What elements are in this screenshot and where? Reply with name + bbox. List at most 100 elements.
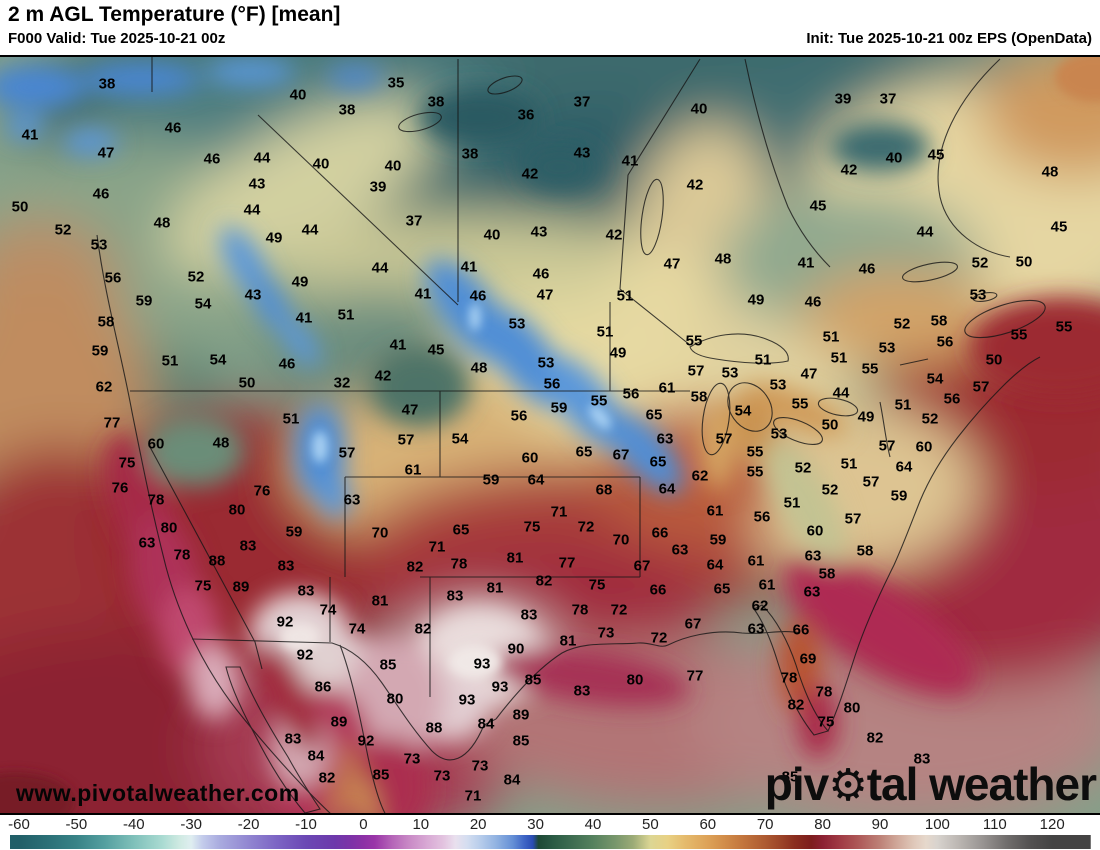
temp-label: 47 <box>663 255 681 273</box>
temp-label: 92 <box>296 646 314 664</box>
temp-label: 50 <box>985 351 1003 369</box>
temp-label: 77 <box>558 554 576 572</box>
temp-label: 76 <box>253 482 271 500</box>
temp-label: 64 <box>527 471 545 489</box>
temp-label: 64 <box>658 480 676 498</box>
temp-label: 83 <box>284 730 302 748</box>
temp-label: 59 <box>285 523 303 541</box>
temp-label: 80 <box>160 519 178 537</box>
temp-label: 57 <box>862 473 880 491</box>
temp-label: 53 <box>721 364 739 382</box>
temp-label: 65 <box>452 521 470 539</box>
temp-label: 53 <box>508 315 526 333</box>
temp-label: 74 <box>319 601 337 619</box>
temp-label: 78 <box>571 601 589 619</box>
temp-label: 83 <box>239 537 257 555</box>
temp-label: 92 <box>357 732 375 750</box>
temp-label: 55 <box>861 360 879 378</box>
temp-label: 50 <box>238 374 256 392</box>
temp-label: 82 <box>866 729 884 747</box>
temp-label: 61 <box>747 552 765 570</box>
temp-label: 89 <box>330 713 348 731</box>
colorbar-tick: 60 <box>699 816 717 833</box>
colorbar-tick: 40 <box>584 816 602 833</box>
temp-label: 93 <box>491 678 509 696</box>
temp-label: 55 <box>590 392 608 410</box>
temp-label: 43 <box>244 286 262 304</box>
temp-label: 53 <box>969 286 987 304</box>
temp-label: 93 <box>458 691 476 709</box>
temp-label: 45 <box>427 341 445 359</box>
temp-label: 52 <box>187 268 205 286</box>
temp-label: 42 <box>840 161 858 179</box>
temp-label: 41 <box>460 258 478 276</box>
temp-label: 39 <box>369 178 387 196</box>
temp-label: 73 <box>433 767 451 785</box>
temp-label: 57 <box>715 430 733 448</box>
temp-label: 82 <box>787 696 805 714</box>
temp-label: 45 <box>927 146 945 164</box>
temp-label: 56 <box>943 390 961 408</box>
colorbar-tick: -40 <box>122 816 145 833</box>
temp-label: 56 <box>753 508 771 526</box>
colorbar-tick: 90 <box>871 816 889 833</box>
border-lines <box>96 57 1046 813</box>
temp-label: 40 <box>690 100 708 118</box>
brand-text-left: piv <box>764 758 829 810</box>
temp-label: 63 <box>138 534 156 552</box>
temp-label: 40 <box>289 86 307 104</box>
temp-label: 63 <box>747 620 765 638</box>
temp-label: 40 <box>312 155 330 173</box>
temp-label: 57 <box>397 431 415 449</box>
temp-label: 75 <box>118 454 136 472</box>
temp-label: 52 <box>971 254 989 272</box>
temp-label: 46 <box>532 265 550 283</box>
temp-label: 71 <box>550 503 568 521</box>
temp-label: 84 <box>477 715 495 733</box>
temp-label: 90 <box>507 640 525 658</box>
temp-label: 51 <box>282 410 300 428</box>
temp-label: 57 <box>687 362 705 380</box>
temp-label: 83 <box>297 582 315 600</box>
temp-label: 63 <box>803 583 821 601</box>
temp-label: 51 <box>337 306 355 324</box>
temp-label: 85 <box>781 768 799 786</box>
temp-label: 47 <box>97 144 115 162</box>
temp-label: 54 <box>451 430 469 448</box>
site-url-watermark: www.pivotalweather.com <box>16 780 300 806</box>
gear-icon: ⚙ <box>828 761 867 810</box>
temp-label: 62 <box>691 467 709 485</box>
temp-label: 61 <box>706 502 724 520</box>
temp-label: 46 <box>858 260 876 278</box>
temp-label: 59 <box>482 471 500 489</box>
temp-label: 89 <box>232 578 250 596</box>
temp-label: 85 <box>512 732 530 750</box>
temp-label: 37 <box>405 212 423 230</box>
colorbar-tick: 50 <box>642 816 659 833</box>
temp-label: 47 <box>401 401 419 419</box>
temperature-blobs-small <box>0 57 1100 813</box>
init-time-label: Init: Tue 2025-10-21 00z EPS (OpenData) <box>806 30 1092 47</box>
temp-label: 44 <box>243 201 261 219</box>
temp-label: 63 <box>656 430 674 448</box>
temp-label: 60 <box>915 438 933 456</box>
temp-label: 58 <box>856 542 874 560</box>
valid-time-label: F000 Valid: Tue 2025-10-21 00z <box>8 30 226 47</box>
temp-label: 40 <box>384 157 402 175</box>
temp-label: 42 <box>605 226 623 244</box>
temp-label: 61 <box>658 379 676 397</box>
temp-label: 53 <box>769 376 787 394</box>
temp-label: 59 <box>709 531 727 549</box>
temp-label: 92 <box>276 613 294 631</box>
temp-label: 58 <box>690 388 708 406</box>
temp-label: 56 <box>936 333 954 351</box>
colorbar-tick: -20 <box>237 816 260 833</box>
temp-label: 53 <box>537 354 555 372</box>
temp-label: 64 <box>706 556 724 574</box>
colorbar-tick: -50 <box>65 816 88 833</box>
temp-label: 38 <box>98 75 116 93</box>
temp-label: 48 <box>714 250 732 268</box>
temp-label: 38 <box>461 145 479 163</box>
temp-label: 69 <box>799 650 817 668</box>
temp-label: 55 <box>1055 318 1073 336</box>
